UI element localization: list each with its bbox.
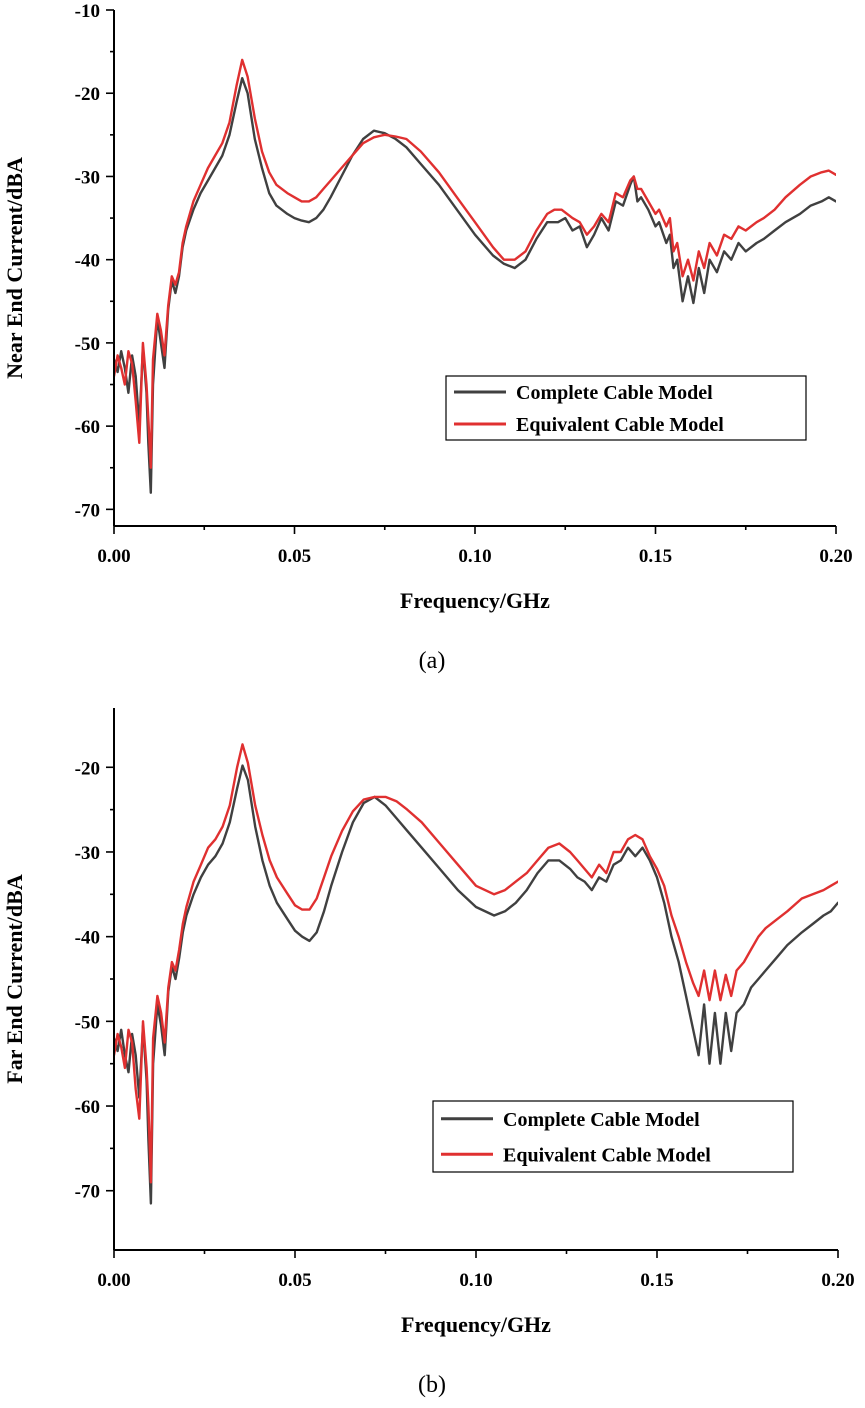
y-tick-label: -10 bbox=[75, 1, 100, 22]
x-axis-label: Frequency/GHz bbox=[401, 1312, 551, 1337]
y-tick-label: -50 bbox=[75, 1012, 100, 1033]
series-line-equivalent bbox=[114, 58, 836, 469]
x-tick-label: 0.05 bbox=[278, 546, 311, 567]
y-tick-label: -30 bbox=[75, 843, 100, 864]
y-tick-label: -40 bbox=[75, 928, 100, 949]
y-tick-label: -20 bbox=[75, 758, 100, 779]
legend-label-equivalent: Equivalent Cable Model bbox=[503, 1144, 711, 1166]
x-tick-label: 0.00 bbox=[97, 546, 130, 567]
panel-caption: (b) bbox=[418, 1372, 446, 1398]
y-tick-label: -20 bbox=[75, 84, 100, 105]
x-tick-label: 0.10 bbox=[459, 1270, 492, 1291]
y-axis-label: Far End Current/dBA bbox=[2, 874, 27, 1084]
y-tick-label: -30 bbox=[75, 167, 100, 188]
x-tick-label: 0.00 bbox=[97, 1270, 130, 1291]
legend-box bbox=[445, 375, 807, 441]
x-tick-label: 0.05 bbox=[278, 1270, 311, 1291]
x-tick-label: 0.20 bbox=[821, 1270, 854, 1291]
y-axis-label: Near End Current/dBA bbox=[2, 157, 27, 379]
y-tick-label: -70 bbox=[75, 500, 100, 521]
x-tick-label: 0.15 bbox=[639, 546, 672, 567]
panel-caption: (a) bbox=[419, 648, 446, 674]
y-tick-label: -70 bbox=[75, 1182, 100, 1203]
legend-label-complete: Complete Cable Model bbox=[503, 1109, 700, 1131]
x-tick-label: 0.15 bbox=[640, 1270, 673, 1291]
legend: Complete Cable Model Equivalent Cable Mod… bbox=[432, 1100, 794, 1173]
x-tick-label: 0.20 bbox=[819, 546, 852, 567]
legend-label-equivalent: Equivalent Cable Model bbox=[516, 414, 724, 436]
legend-box bbox=[432, 1100, 794, 1173]
y-tick-label: -50 bbox=[75, 334, 100, 355]
legend: Complete Cable Model Equivalent Cable Mod… bbox=[445, 375, 807, 441]
y-tick-label: -40 bbox=[75, 251, 100, 272]
x-axis-label: Frequency/GHz bbox=[400, 588, 550, 613]
legend-label-complete: Complete Cable Model bbox=[516, 382, 713, 404]
y-tick-label: -60 bbox=[75, 417, 100, 438]
panel-a-chart: -70 -60 -50 -40 -30 -20 -10 0.00 0.05 0.10 0.15 0.2… bbox=[2, 1, 853, 674]
series-line-equivalent bbox=[114, 743, 838, 1184]
x-tick-label: 0.10 bbox=[458, 546, 491, 567]
panel-b-chart: -70 -60 -50 -40 -30 -20 0.00 0.05 0.10 0.15 0.20 Fr… bbox=[2, 708, 855, 1398]
y-tick-label: -60 bbox=[75, 1097, 100, 1118]
